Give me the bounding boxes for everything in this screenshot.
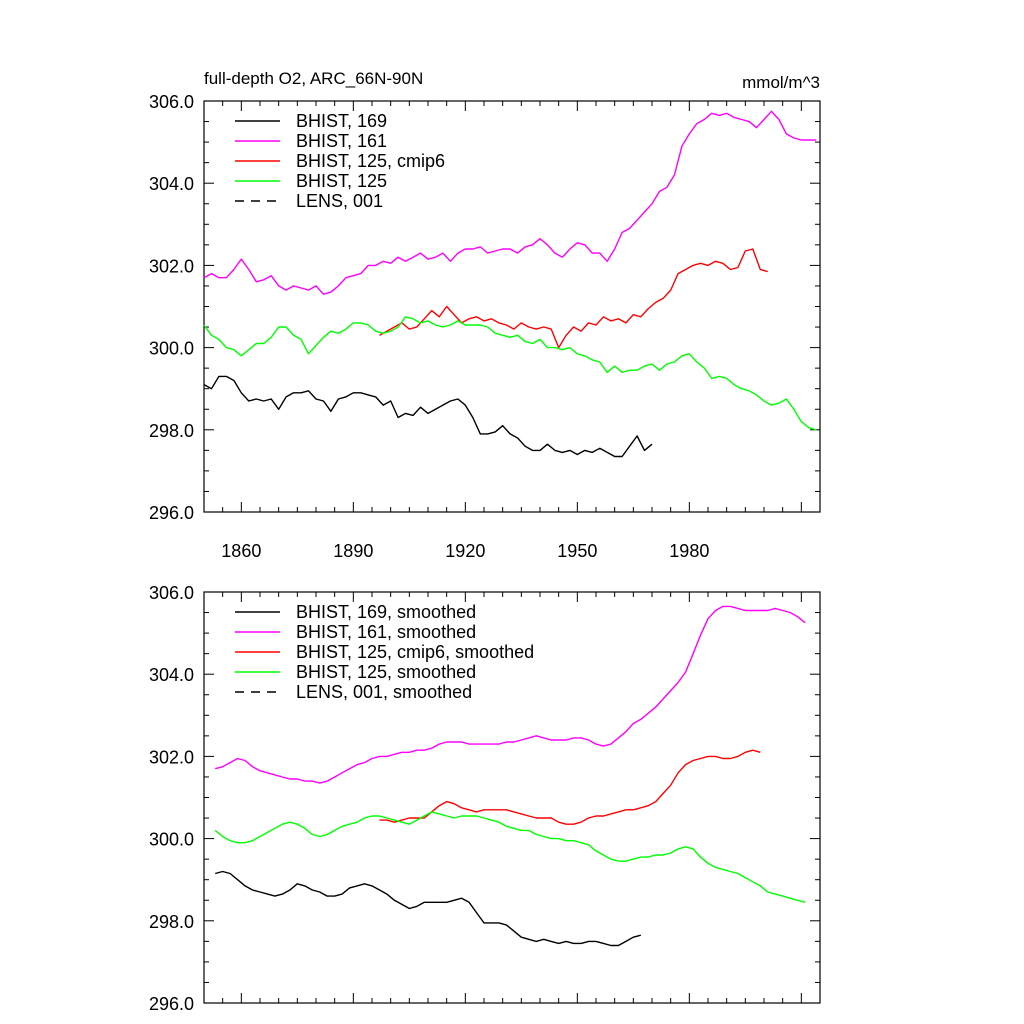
bottom-panel: 296.0 298.0 300.0 302.0 304.0 306.0 BHIST, 169…: [149, 583, 821, 1014]
top-series-line-1: [203, 110, 817, 295]
bottom-series-line-0: [215, 870, 641, 947]
bottom-legend-label-3: BHIST, 125, smoothed: [296, 662, 476, 682]
top-panel: 296.0 298.0 300.0 302.0 304.0 306.0 1860 1890 19…: [149, 92, 821, 561]
top-ytick-label: 298.0: [149, 421, 194, 441]
top-series-line-2: [379, 248, 768, 349]
bottom-ytick-label: 298.0: [149, 912, 194, 932]
top-xtick-label: 1860: [221, 541, 261, 561]
bottom-legend-label-2: BHIST, 125, cmip6, smoothed: [296, 642, 534, 662]
bottom-legend-label-4: LENS, 001, smoothed: [296, 682, 472, 702]
bottom-legend-label-1: BHIST, 161, smoothed: [296, 622, 476, 642]
top-ticks: [203, 100, 821, 513]
top-xtick-label: 1890: [333, 541, 373, 561]
units-label: mmol/m^3: [742, 73, 820, 92]
bottom-ytick-label: 304.0: [149, 665, 194, 685]
top-ytick-label: 300.0: [149, 339, 194, 359]
top-ytick-label: 296.0: [149, 503, 194, 523]
bottom-ytick-label: 306.0: [149, 583, 194, 603]
bottom-ytick-label: 302.0: [149, 747, 194, 767]
top-legend-label-0: BHIST, 169: [296, 111, 387, 131]
top-xtick-label: 1950: [557, 541, 597, 561]
top-ytick-label: 304.0: [149, 174, 194, 194]
top-legend-label-1: BHIST, 161: [296, 131, 387, 151]
bottom-series-line-3: [214, 811, 806, 903]
top-legend-label-3: BHIST, 125: [296, 171, 387, 191]
top-ytick-label: 302.0: [149, 256, 194, 276]
top-ytick-label: 306.0: [149, 92, 194, 112]
top-series-line-3: [203, 316, 817, 431]
top-xtick-label: 1920: [445, 541, 485, 561]
top-legend-label-2: BHIST, 125, cmip6: [296, 151, 445, 171]
bottom-series-line-1: [215, 605, 806, 784]
top-xtick-label: 1980: [669, 541, 709, 561]
bottom-ytick-label: 296.0: [149, 994, 194, 1014]
bottom-ytick-label: 300.0: [149, 830, 194, 850]
top-series-line-0: [203, 375, 653, 458]
top-legend-label-4: LENS, 001: [296, 191, 383, 211]
bottom-ticks: [203, 591, 821, 1004]
bottom-series-line-2: [379, 749, 761, 825]
figure-title: full-depth O2, ARC_66N-90N: [204, 69, 423, 88]
bottom-legend-label-0: BHIST, 169, smoothed: [296, 602, 476, 622]
